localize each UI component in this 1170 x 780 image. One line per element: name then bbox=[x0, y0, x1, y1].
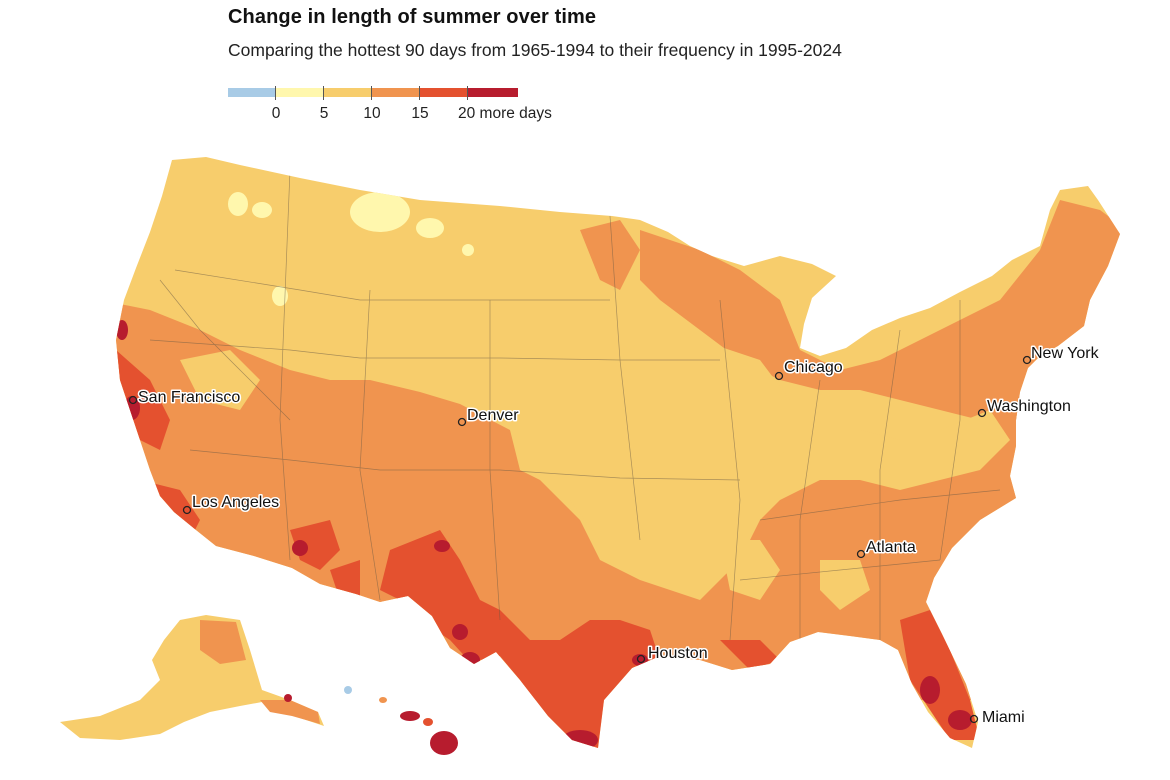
city-denver: Denver bbox=[457, 406, 521, 427]
city-label-new-york: New York bbox=[1031, 345, 1100, 362]
legend-swatch-0-5 bbox=[276, 88, 323, 97]
city-san-francisco: San Francisco bbox=[128, 388, 242, 408]
city-label-los-angeles: Los Angeles bbox=[192, 494, 279, 511]
hawaii bbox=[344, 686, 458, 755]
regions-0-5 bbox=[228, 192, 474, 306]
legend-label: 15 bbox=[411, 105, 429, 122]
legend-swatch-10-15 bbox=[372, 88, 419, 97]
city-label-atlanta: Atlanta bbox=[866, 539, 916, 556]
legend-label: 10 bbox=[363, 105, 381, 122]
legend-label: 5 bbox=[319, 105, 329, 122]
legend-swatch-5-10 bbox=[324, 88, 371, 97]
city-label-washington: Washington bbox=[987, 398, 1071, 415]
city-label-denver: Denver bbox=[467, 407, 519, 424]
legend-label: 0 bbox=[271, 105, 281, 122]
city-washington: Washington bbox=[977, 397, 1072, 418]
city-new-york: New York bbox=[1022, 344, 1101, 365]
city-houston: Houston bbox=[636, 644, 709, 664]
city-markers: San Francisco Los Angeles Denver Chicago… bbox=[128, 344, 1101, 728]
legend-tick bbox=[275, 86, 276, 100]
legend-swatch-negative bbox=[228, 88, 275, 97]
color-legend: 0 5 10 15 20 more days bbox=[228, 86, 588, 126]
legend-swatch-20-plus bbox=[468, 88, 518, 97]
legend-tick bbox=[371, 86, 372, 100]
city-miami: Miami bbox=[969, 708, 1026, 728]
chart-title: Change in length of summer over time bbox=[228, 6, 597, 28]
legend-tick bbox=[419, 86, 420, 100]
city-label-miami: Miami bbox=[982, 709, 1025, 726]
heat-regions bbox=[116, 157, 1120, 748]
city-label-houston: Houston bbox=[648, 645, 708, 662]
alaska bbox=[60, 615, 324, 740]
city-atlanta: Atlanta bbox=[856, 538, 917, 559]
regions-5-10 bbox=[180, 340, 1010, 610]
legend-tick bbox=[467, 86, 468, 100]
legend-tick bbox=[323, 86, 324, 100]
city-label-san-francisco: San Francisco bbox=[138, 389, 240, 406]
city-chicago: Chicago bbox=[774, 358, 844, 381]
chart-subtitle: Comparing the hottest 90 days from 1965-… bbox=[228, 40, 842, 60]
legend-label: 20 more days bbox=[458, 105, 552, 122]
city-los-angeles: Los Angeles bbox=[182, 493, 281, 515]
legend-swatch-15-20 bbox=[420, 88, 467, 97]
city-label-chicago: Chicago bbox=[784, 359, 843, 376]
state-boundaries bbox=[149, 169, 1001, 641]
